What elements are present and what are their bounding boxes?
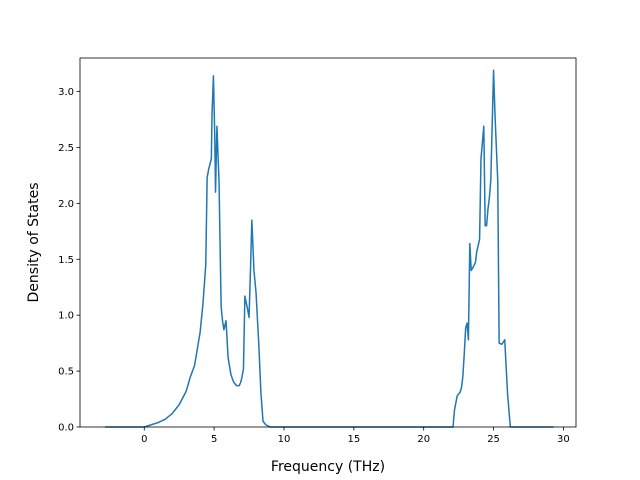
x-axis-ticks: 0 5 10 15 20 25 30	[141, 427, 570, 445]
y-axis-label: Density of States	[26, 183, 42, 303]
y-axis-ticks: 0.0 0.5 1.0 1.5 2.0 2.5 3.0	[58, 87, 80, 434]
series-layer	[105, 69, 554, 428]
y-tick-label: 2.0	[58, 199, 74, 210]
x-tick-label: 15	[347, 434, 360, 445]
plot-area	[80, 58, 576, 427]
y-tick-label: 1.0	[58, 311, 74, 322]
dos-series-line-0	[105, 69, 554, 428]
x-tick-label: 25	[487, 434, 500, 445]
x-axis-label: Frequency (THz)	[271, 459, 385, 475]
y-tick-label: 3.0	[58, 87, 74, 98]
y-tick-label: 0.5	[58, 367, 74, 378]
y-tick-label: 1.5	[58, 255, 74, 266]
y-tick-label: 2.5	[58, 143, 74, 154]
x-tick-label: 30	[557, 434, 570, 445]
x-tick-label: 10	[278, 434, 291, 445]
axes-frame	[79, 57, 577, 428]
x-tick-label: 5	[211, 434, 217, 445]
x-tick-label: 20	[417, 434, 430, 445]
x-tick-label: 0	[141, 434, 147, 445]
y-tick-label: 0.0	[58, 423, 74, 434]
